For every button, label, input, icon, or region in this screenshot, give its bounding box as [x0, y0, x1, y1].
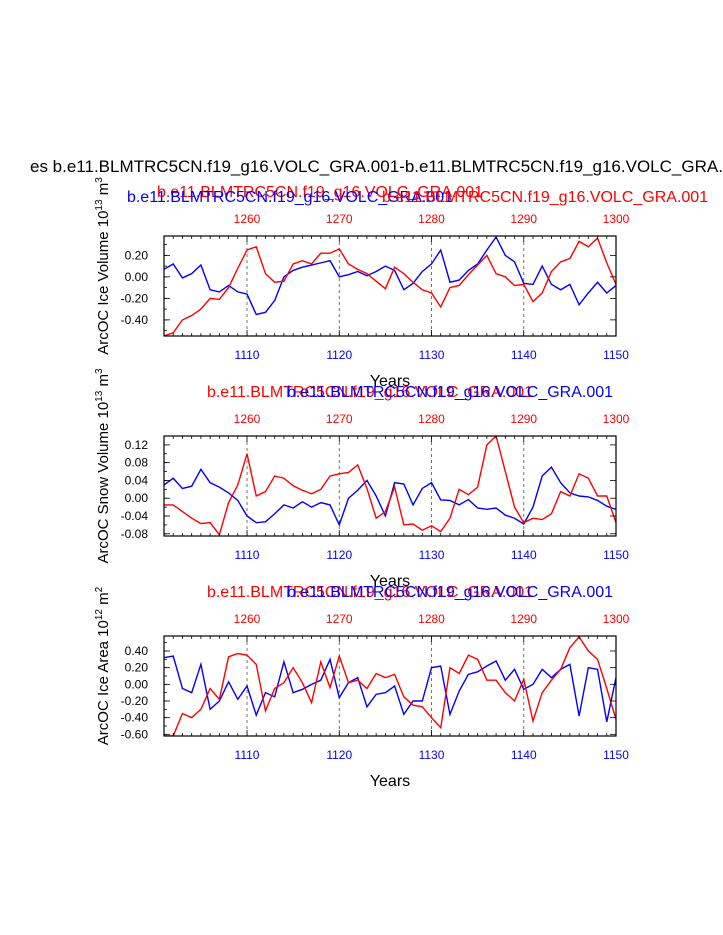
- x-tick-label-bottom: 1130: [419, 548, 445, 562]
- chart-panel-2: b.e11.BLMTRC5CN.f19_g16.VOLC_GRA.001b.e1…: [94, 368, 630, 590]
- y-tick-label: 0.20: [125, 661, 149, 675]
- x-tick-label-top: 1260: [234, 212, 261, 226]
- y-tick-label: 0.00: [125, 270, 149, 284]
- x-tick-label-bottom: 1140: [511, 348, 537, 362]
- x-tick-label-top: 1270: [326, 412, 353, 426]
- series-group: [164, 236, 616, 336]
- series-group: [164, 436, 616, 536]
- chart-title-blue: b.e11.BLMTRC5CN.f19_g16.VOLC_GRA.001: [287, 384, 613, 401]
- y-tick-label: 0.04: [125, 473, 149, 487]
- x-tick-label-bottom: 1150: [603, 548, 629, 562]
- plot-frame: [163, 435, 617, 537]
- chart-title-red: b.e11.BLMTRC5CN.f19_g16.VOLC_GRA.001: [157, 184, 483, 201]
- x-tick-label-bottom: 1120: [326, 348, 352, 362]
- y-tick-label: -0.20: [121, 291, 149, 305]
- y-tick-label: 0.12: [125, 438, 149, 452]
- chart-panel-1: b.e11.BLMTRC5CN.f19_g16.VOLC_GRA.001b.e1…: [94, 177, 708, 390]
- x-axis-label: Years: [370, 773, 410, 790]
- series-line-red: [164, 436, 616, 536]
- y-tick-label: 0.00: [125, 677, 149, 691]
- x-axis-label: Years: [370, 573, 410, 590]
- x-tick-label-top: 1280: [418, 212, 445, 226]
- y-tick-label: 0.00: [125, 491, 149, 505]
- series-line-blue: [164, 655, 616, 722]
- x-tick-label-top: 1290: [510, 612, 537, 626]
- x-tick-label-bottom: 1150: [603, 748, 629, 762]
- y-tick-label: 0.20: [125, 248, 149, 262]
- series-line-red: [164, 636, 616, 736]
- x-tick-label-bottom: 1130: [419, 748, 445, 762]
- chart-title-red-extra: b.e11.BLMTRC5CN.f19_g16.VOLC_GRA.001: [382, 189, 708, 206]
- x-tick-label-bottom: 1140: [511, 748, 537, 762]
- x-axis-label: Years: [370, 373, 410, 390]
- series-group: [164, 636, 616, 736]
- y-tick-label: -0.40: [121, 711, 149, 725]
- panels: b.e11.BLMTRC5CN.f19_g16.VOLC_GRA.001b.e1…: [94, 177, 708, 790]
- x-tick-label-bottom: 1120: [326, 748, 352, 762]
- x-tick-label-top: 1280: [418, 612, 445, 626]
- x-tick-label-top: 1260: [234, 412, 261, 426]
- y-tick-label: -0.04: [121, 509, 149, 523]
- y-tick-label: 0.08: [125, 456, 149, 470]
- x-tick-label-bottom: 1150: [603, 348, 629, 362]
- chart-title-red: b.e11.BLMTRC5CN.f19_g16.VOLC_GRA.001: [207, 384, 533, 401]
- y-axis-label: ArcOC Ice Area 1012 m2: [94, 586, 112, 745]
- x-tick-label-top: 1290: [510, 212, 537, 226]
- x-tick-label-bottom: 1110: [235, 748, 260, 762]
- figure-title: es b.e11.BLMTRC5CN.f19_g16.VOLC_GRA.001-…: [30, 157, 723, 176]
- plot-frame: [163, 635, 617, 737]
- x-tick-label-bottom: 1140: [511, 548, 537, 562]
- y-axis-label: ArcOC Snow Volume 1013 m3: [94, 368, 112, 564]
- x-tick-label-bottom: 1120: [326, 548, 352, 562]
- x-tick-label-top: 1300: [603, 612, 630, 626]
- plot-frame: [163, 235, 617, 337]
- x-tick-label-top: 1260: [234, 612, 261, 626]
- x-tick-label-bottom: 1110: [235, 348, 260, 362]
- series-line-blue: [164, 236, 616, 316]
- x-tick-label-bottom: 1130: [419, 348, 445, 362]
- y-axis-label: ArcOC Ice Volume 1013 m3: [94, 177, 112, 355]
- chart-title-red: b.e11.BLMTRC5CN.f19_g16.VOLC_GRA.001: [207, 584, 533, 601]
- series-line-red: [164, 236, 616, 336]
- y-tick-label: -0.40: [121, 313, 149, 327]
- y-tick-label: 0.40: [125, 644, 149, 658]
- x-tick-label-bottom: 1110: [235, 548, 260, 562]
- x-tick-label-top: 1270: [326, 612, 353, 626]
- chart-title-blue: b.e11.BLMTRC5CN.f19_g16.VOLC_GRA.001: [127, 189, 453, 206]
- chart-panel-3: b.e11.BLMTRC5CN.f19_g16.VOLC_GRA.001b.e1…: [94, 584, 630, 790]
- y-tick-label: -0.08: [121, 527, 149, 541]
- x-tick-label-top: 1290: [510, 412, 537, 426]
- chart-title-blue: b.e11.BLMTRC5CN.f19_g16.VOLC_GRA.001: [287, 584, 613, 601]
- x-tick-label-top: 1280: [418, 412, 445, 426]
- y-tick-label: -0.60: [121, 727, 149, 741]
- x-tick-label-top: 1300: [603, 212, 630, 226]
- x-tick-label-top: 1300: [603, 412, 630, 426]
- y-tick-label: -0.20: [121, 694, 149, 708]
- x-tick-label-top: 1270: [326, 212, 353, 226]
